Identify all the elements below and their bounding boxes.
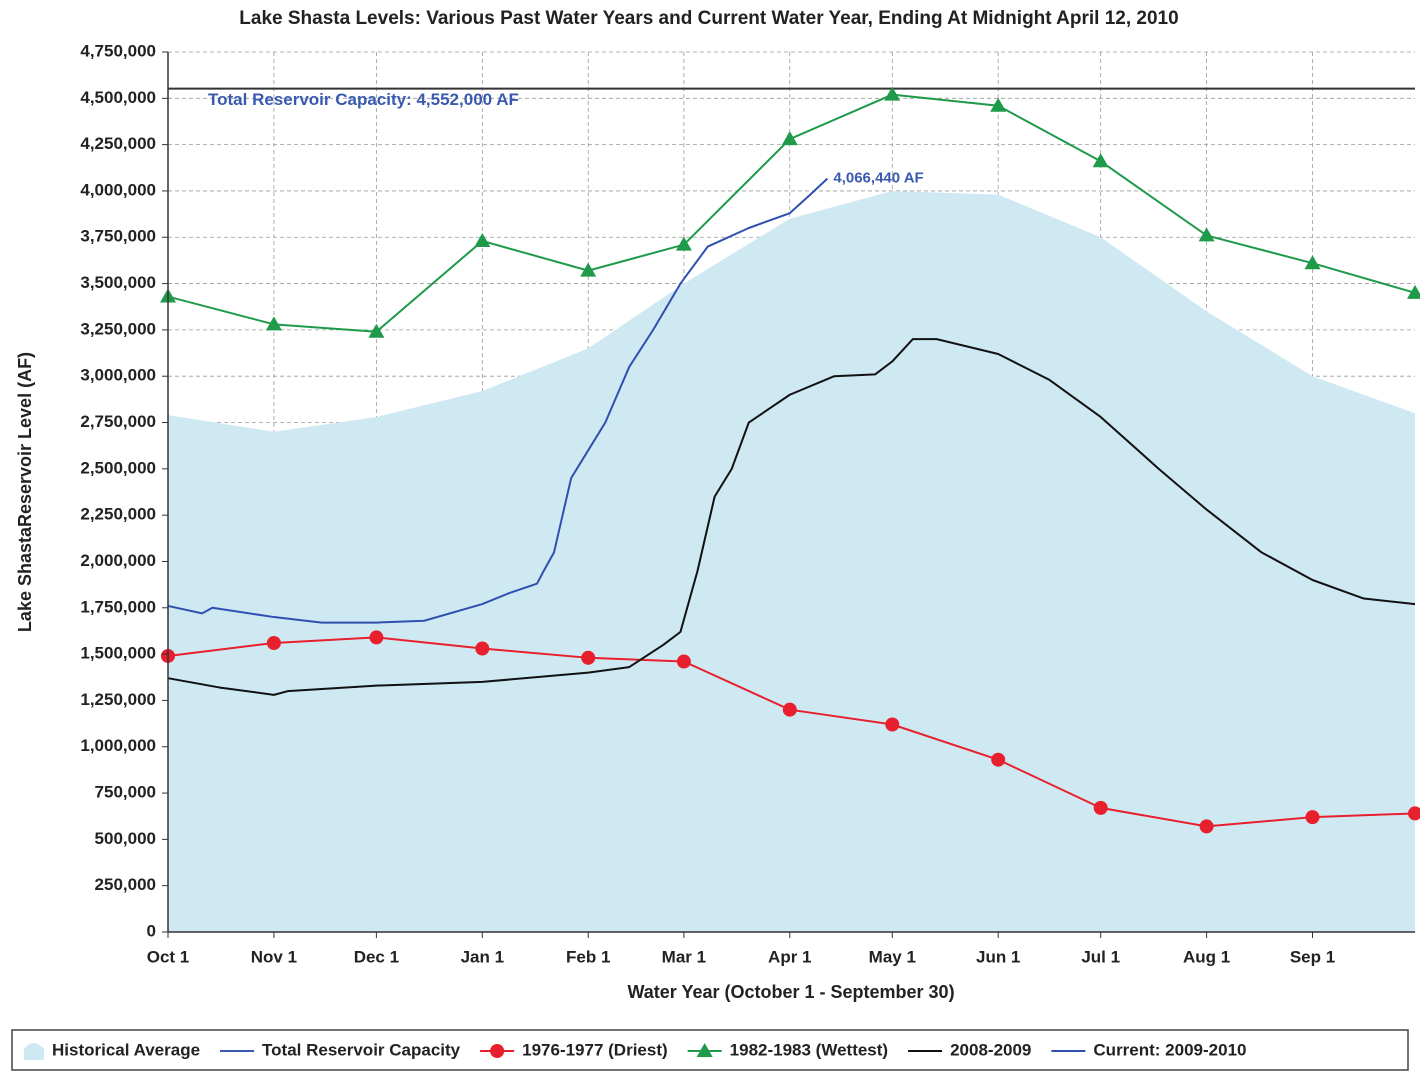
- legend-label: 1976-1977 (Driest): [522, 1040, 668, 1059]
- marker: [368, 323, 385, 338]
- y-tick-label: 2,250,000: [80, 505, 156, 524]
- line: [167, 338, 1416, 696]
- axes: 0 250,000 500,000 750,000 1,000,000 1,250,000…: [80, 41, 1415, 966]
- y-tick-label: 3,750,000: [80, 227, 156, 246]
- marker: [265, 316, 282, 331]
- plot: Total Reservoir Capacity: 4,552,000 AF 4,…: [160, 86, 1420, 932]
- marker: [782, 702, 797, 717]
- y-tick-label: 4,250,000: [80, 134, 156, 153]
- marker: [490, 1044, 505, 1058]
- marker: [1304, 255, 1321, 270]
- x-tick-label: Oct 1: [147, 947, 190, 966]
- y-tick-label: 4,000,000: [80, 180, 156, 199]
- marker: [1407, 284, 1420, 299]
- marker: [369, 630, 384, 645]
- annotation: 4,066,440 AF: [833, 170, 923, 187]
- marker: [474, 232, 491, 247]
- y-tick-label: 4,750,000: [80, 41, 156, 60]
- chart-title: Lake Shasta Levels: Various Past Water Y…: [239, 8, 1178, 29]
- marker: [885, 717, 900, 732]
- y-tick-label: 3,250,000: [80, 319, 156, 338]
- x-tick-label: Jan 1: [461, 947, 504, 966]
- marker: [1092, 153, 1109, 168]
- y-axis-title: Lake ShastaReservoir Level (AF): [15, 352, 35, 632]
- marker: [696, 1043, 713, 1057]
- marker: [1093, 800, 1108, 815]
- y-tick-label: 3,500,000: [80, 273, 156, 292]
- x-tick-label: Jul 1: [1081, 947, 1120, 966]
- marker: [991, 752, 1006, 767]
- marker: [580, 262, 597, 277]
- y-tick-label: 1,250,000: [80, 690, 156, 709]
- marker: [475, 641, 490, 656]
- y-tick-label: 0: [147, 921, 156, 940]
- line: [167, 177, 829, 624]
- x-tick-label: May 1: [869, 947, 916, 966]
- x-tick-label: Apr 1: [768, 947, 811, 966]
- y-tick-label: 2,750,000: [80, 412, 156, 431]
- marker: [1408, 806, 1420, 821]
- y-tick-label: 2,500,000: [80, 458, 156, 477]
- marker: [581, 650, 596, 665]
- marker: [675, 236, 692, 251]
- legend-label: 1982-1983 (Wettest): [730, 1040, 888, 1059]
- legend-label: Historical Average: [52, 1040, 200, 1059]
- marker: [1199, 819, 1214, 834]
- x-tick-label: Jun 1: [976, 947, 1020, 966]
- y-tick-label: 250,000: [95, 875, 156, 894]
- y-tick-label: 2,000,000: [80, 551, 156, 570]
- x-tick-label: Feb 1: [566, 947, 610, 966]
- marker: [1305, 810, 1320, 825]
- marker: [676, 654, 691, 669]
- y-tick-label: 1,000,000: [80, 736, 156, 755]
- area: [168, 190, 1415, 932]
- x-tick-label: Aug 1: [1183, 947, 1230, 966]
- x-tick-label: Dec 1: [354, 947, 399, 966]
- legend-label: Total Reservoir Capacity: [262, 1040, 461, 1059]
- y-tick-label: 750,000: [95, 783, 156, 802]
- y-tick-label: 500,000: [95, 829, 156, 848]
- marker: [266, 635, 281, 650]
- x-axis-title: Water Year (October 1 - September 30): [627, 982, 954, 1002]
- x-tick-label: Nov 1: [251, 947, 297, 966]
- x-tick-label: Sep 1: [1290, 947, 1335, 966]
- marker: [1198, 227, 1215, 242]
- marker: [781, 131, 798, 146]
- y-tick-label: 4,500,000: [80, 88, 156, 107]
- legend-label: 2008-2009: [950, 1040, 1031, 1059]
- x-tick-label: Mar 1: [662, 947, 706, 966]
- marker: [990, 97, 1007, 112]
- annotation: Total Reservoir Capacity: 4,552,000 AF: [208, 90, 519, 109]
- y-tick-label: 1,750,000: [80, 597, 156, 616]
- legend-swatch: [24, 1043, 44, 1060]
- legend-label: Current: 2009-2010: [1093, 1040, 1246, 1059]
- y-tick-label: 3,000,000: [80, 366, 156, 385]
- y-tick-label: 1,500,000: [80, 644, 156, 663]
- legend: Historical Average Total Reservoir Capaci…: [24, 1040, 1246, 1060]
- marker: [884, 86, 901, 101]
